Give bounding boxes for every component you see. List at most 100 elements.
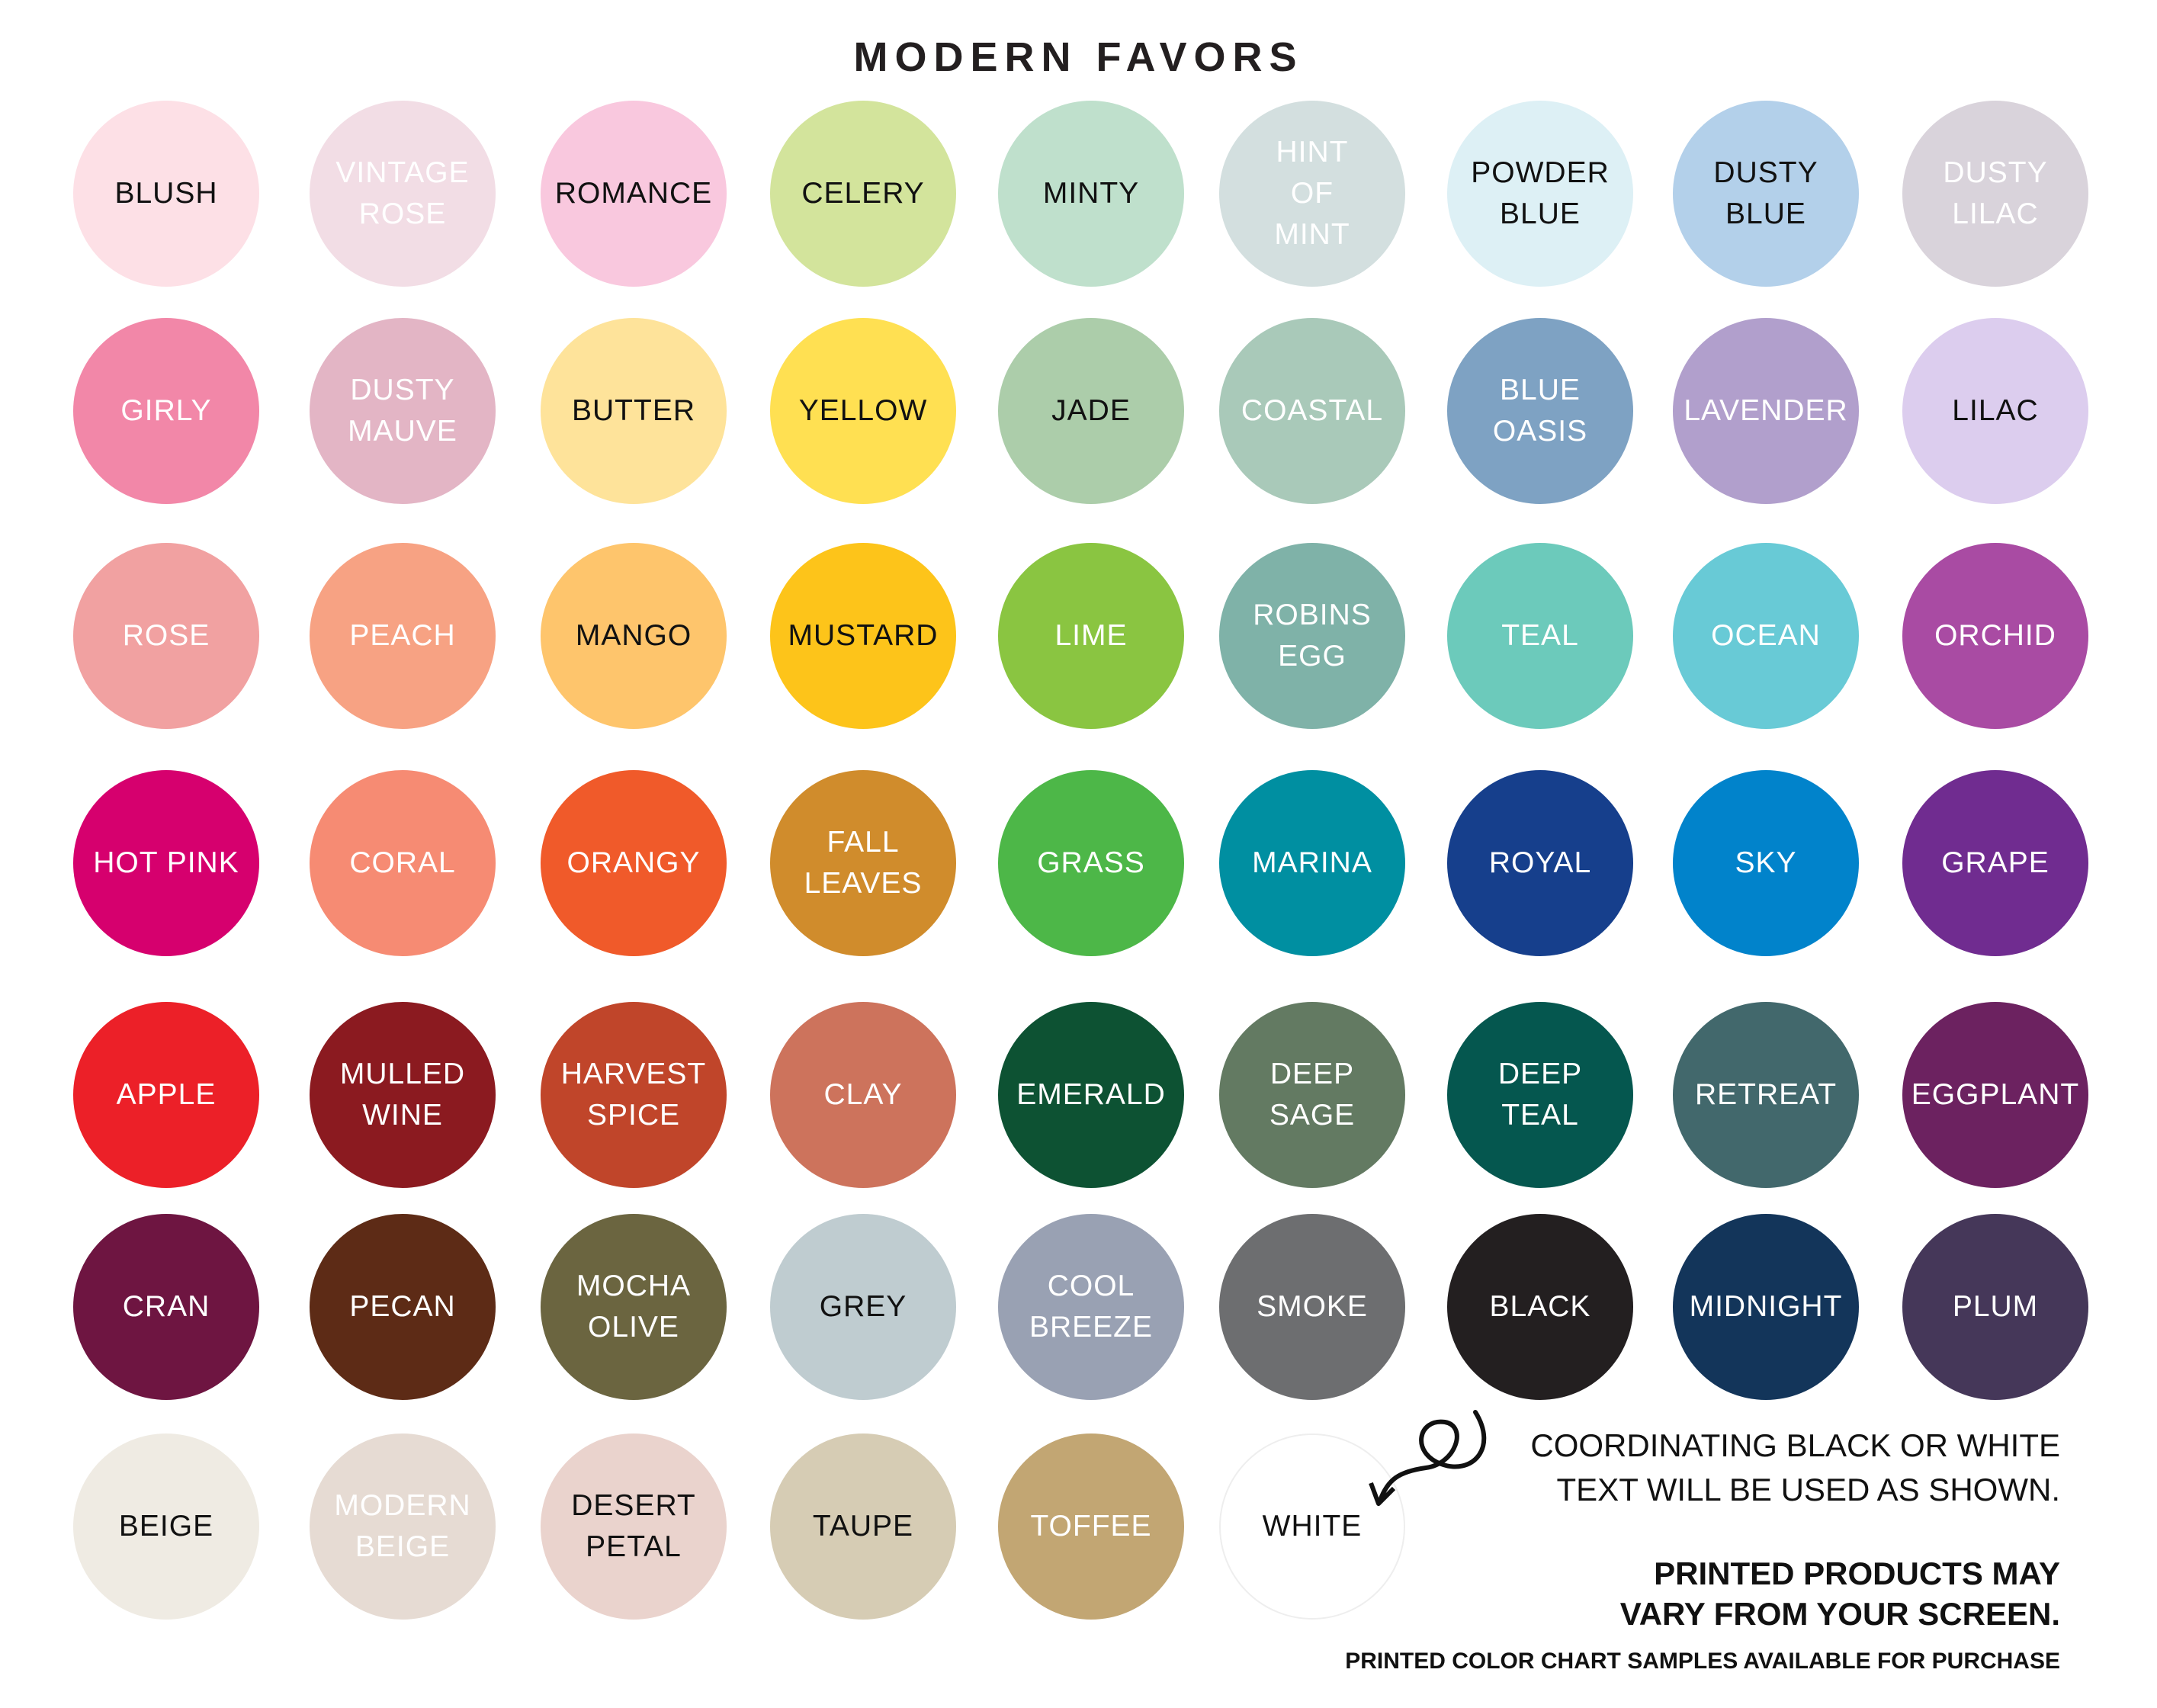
color-swatch-celery: CELERY	[770, 101, 956, 287]
swatch-label: APPLE	[116, 1078, 217, 1111]
color-swatch-marina: MARINA	[1219, 770, 1405, 956]
swatch-label: MANGO	[575, 619, 692, 652]
color-swatch-modern-beige: MODERN BEIGE	[310, 1434, 496, 1620]
swatch-label: ROMANCE	[554, 177, 713, 210]
swatch-label: DUSTY MAUVE	[348, 374, 457, 448]
color-swatch-deep-sage: DEEP SAGE	[1219, 1002, 1405, 1188]
swatch-label: GIRLY	[120, 394, 212, 427]
color-swatch-peach: PEACH	[310, 543, 496, 729]
color-swatch-plum: PLUM	[1902, 1214, 2088, 1400]
color-swatch-robins-egg: ROBINS EGG	[1219, 543, 1405, 729]
color-swatch-desert-petal: DESERT PETAL	[541, 1434, 727, 1620]
swatch-label: COOL BREEZE	[1029, 1270, 1154, 1344]
swatch-label: MIDNIGHT	[1689, 1290, 1843, 1323]
color-swatch-hot-pink: HOT PINK	[73, 770, 259, 956]
swatch-label: WHITE	[1262, 1510, 1363, 1543]
swatch-label: BLUSH	[114, 177, 218, 210]
chart-title: MODERN FAVORS	[853, 34, 1304, 80]
color-swatch-romance: ROMANCE	[541, 101, 727, 287]
color-swatch-vintage-rose: VINTAGE ROSE	[310, 101, 496, 287]
note-printed-products: PRINTED PRODUCTS MAY	[1654, 1556, 2060, 1591]
color-swatch-grape: GRAPE	[1902, 770, 2088, 956]
note-printed-products-2: VARY FROM YOUR SCREEN.	[1619, 1596, 2060, 1632]
color-swatch-toffee: TOFFEE	[998, 1434, 1184, 1620]
color-swatch-coral: CORAL	[310, 770, 496, 956]
color-swatch-grass: GRASS	[998, 770, 1184, 956]
color-swatch-smoke: SMOKE	[1219, 1214, 1405, 1400]
color-swatch-cran: CRAN	[73, 1214, 259, 1400]
color-swatch-blue-oasis: BLUE OASIS	[1447, 318, 1633, 504]
color-swatch-retreat: RETREAT	[1673, 1002, 1859, 1188]
swatch-label: ROBINS EGG	[1253, 599, 1372, 673]
color-swatch-orchid: ORCHID	[1902, 543, 2088, 729]
color-swatch-minty: MINTY	[998, 101, 1184, 287]
swatch-label: JADE	[1051, 394, 1131, 427]
color-swatch-eggplant: EGGPLANT	[1902, 1002, 2088, 1188]
swatch-label: ROSE	[122, 619, 210, 652]
color-swatch-ocean: OCEAN	[1673, 543, 1859, 729]
color-swatch-mocha-olive: MOCHA OLIVE	[541, 1214, 727, 1400]
swatch-label: FALL LEAVES	[804, 826, 923, 900]
swatch-label: MARINA	[1252, 846, 1372, 879]
color-swatch-emerald: EMERALD	[998, 1002, 1184, 1188]
color-swatch-mustard: MUSTARD	[770, 543, 956, 729]
swatch-label: EGGPLANT	[1911, 1078, 2080, 1111]
swatch-label: MUSTARD	[788, 619, 939, 652]
color-swatch-mango: MANGO	[541, 543, 727, 729]
color-swatch-lilac: LILAC	[1902, 318, 2088, 504]
swatch-label: POWDER BLUE	[1471, 156, 1610, 230]
swatch-label: PEACH	[349, 619, 456, 652]
swatch-label: VINTAGE ROSE	[335, 156, 470, 230]
color-swatch-dusty-lilac: DUSTY LILAC	[1902, 101, 2088, 287]
swatch-label: LAVENDER	[1684, 394, 1848, 427]
color-swatch-jade: JADE	[998, 318, 1184, 504]
swatch-label: BLACK	[1489, 1290, 1591, 1323]
swatch-label: DUSTY BLUE	[1713, 156, 1818, 230]
swatch-label: LIME	[1054, 619, 1128, 652]
color-swatch-fall-leaves: FALL LEAVES	[770, 770, 956, 956]
color-swatch-clay: CLAY	[770, 1002, 956, 1188]
swatch-label: GRAPE	[1941, 846, 2049, 879]
color-swatch-orangy: ORANGY	[541, 770, 727, 956]
color-swatch-dusty-mauve: DUSTY MAUVE	[310, 318, 496, 504]
swatch-label: HARVEST SPICE	[560, 1058, 707, 1132]
color-swatch-mulled-wine: MULLED WINE	[310, 1002, 496, 1188]
color-swatch-deep-teal: DEEP TEAL	[1447, 1002, 1633, 1188]
swatch-label: ROYAL	[1488, 846, 1592, 879]
swatch-label: HOT PINK	[93, 846, 239, 879]
color-swatch-coastal: COASTAL	[1219, 318, 1405, 504]
swatch-label: YELLOW	[798, 394, 928, 427]
swatch-label: CLAY	[823, 1078, 903, 1111]
color-swatch-lime: LIME	[998, 543, 1184, 729]
swatch-label: CRAN	[122, 1290, 210, 1323]
color-swatch-girly: GIRLY	[73, 318, 259, 504]
color-swatch-cool-breeze: COOL BREEZE	[998, 1214, 1184, 1400]
note-coordinating-text: COORDINATING BLACK OR WHITE	[1530, 1427, 2060, 1463]
swatch-label: HINT OF MINT	[1274, 136, 1350, 251]
swatch-label: RETREAT	[1694, 1078, 1838, 1111]
color-swatch-yellow: YELLOW	[770, 318, 956, 504]
color-swatch-rose: ROSE	[73, 543, 259, 729]
color-swatch-taupe: TAUPE	[770, 1434, 956, 1620]
swatch-label: DESERT PETAL	[571, 1489, 696, 1563]
color-swatch-sky: SKY	[1673, 770, 1859, 956]
swatch-label: DEEP TEAL	[1497, 1058, 1583, 1132]
swatch-label: BEIGE	[118, 1510, 214, 1543]
color-swatch-lavender: LAVENDER	[1673, 318, 1859, 504]
color-swatch-hint-of-mint: HINT OF MINT	[1219, 101, 1405, 287]
swatch-label: PLUM	[1952, 1290, 2039, 1323]
swatch-label: TEAL	[1501, 619, 1579, 652]
swatch-label: LILAC	[1952, 394, 2039, 427]
swatch-label: DUSTY LILAC	[1943, 156, 2048, 230]
color-swatch-midnight: MIDNIGHT	[1673, 1214, 1859, 1400]
swatch-label: OCEAN	[1711, 619, 1821, 652]
color-swatch-royal: ROYAL	[1447, 770, 1633, 956]
color-swatch-grey: GREY	[770, 1214, 956, 1400]
swatch-label: GREY	[819, 1290, 907, 1323]
swatch-label: GRASS	[1037, 846, 1145, 879]
color-swatch-dusty-blue: DUSTY BLUE	[1673, 101, 1859, 287]
swatch-label: MINTY	[1042, 177, 1140, 210]
swatch-label: SKY	[1735, 846, 1797, 879]
swatch-label: DEEP SAGE	[1269, 1058, 1356, 1132]
swatch-label: MODERN BEIGE	[334, 1489, 471, 1563]
